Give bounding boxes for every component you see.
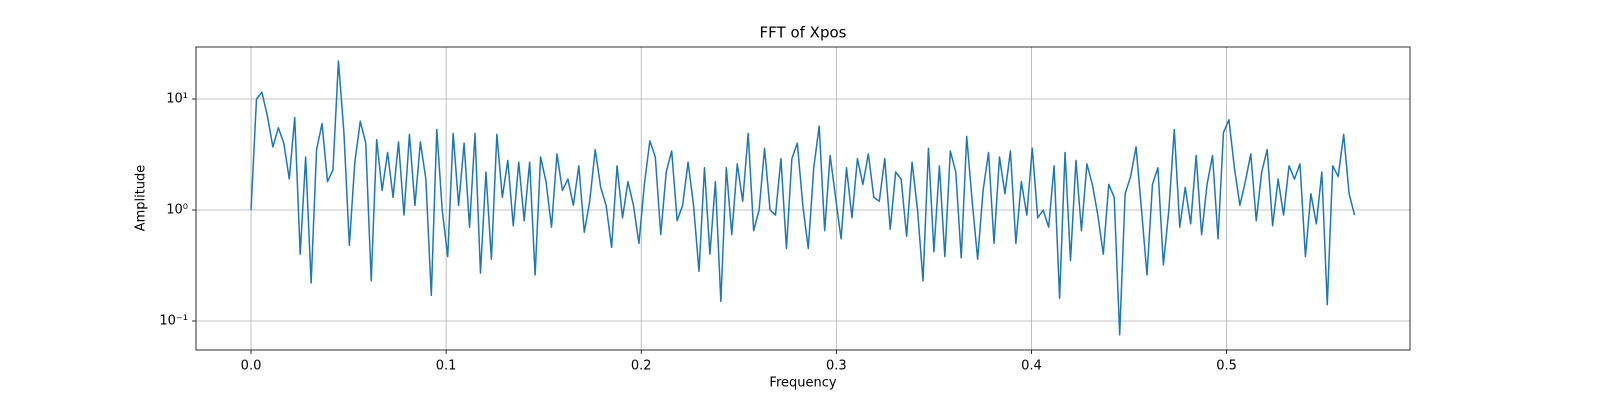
plot-frame xyxy=(195,46,1411,351)
x-tick-label: 0.4 xyxy=(1021,359,1042,374)
y-tick-label: 10⁰ xyxy=(166,202,188,217)
x-tick-label: 0.0 xyxy=(241,359,262,374)
x-tick-label: 0.2 xyxy=(631,359,652,374)
y-tick-label: 10⁻¹ xyxy=(159,314,188,329)
y-axis-label: Amplitude xyxy=(134,165,149,232)
x-tick-label: 0.5 xyxy=(1216,359,1237,374)
chart-title: FFT of Xpos xyxy=(760,24,847,42)
x-tick-label: 0.3 xyxy=(826,359,847,374)
x-tick-label: 0.1 xyxy=(436,359,457,374)
data-line xyxy=(250,60,1356,336)
y-tick-label: 10¹ xyxy=(166,91,188,106)
x-axis-label: Frequency xyxy=(769,376,836,391)
